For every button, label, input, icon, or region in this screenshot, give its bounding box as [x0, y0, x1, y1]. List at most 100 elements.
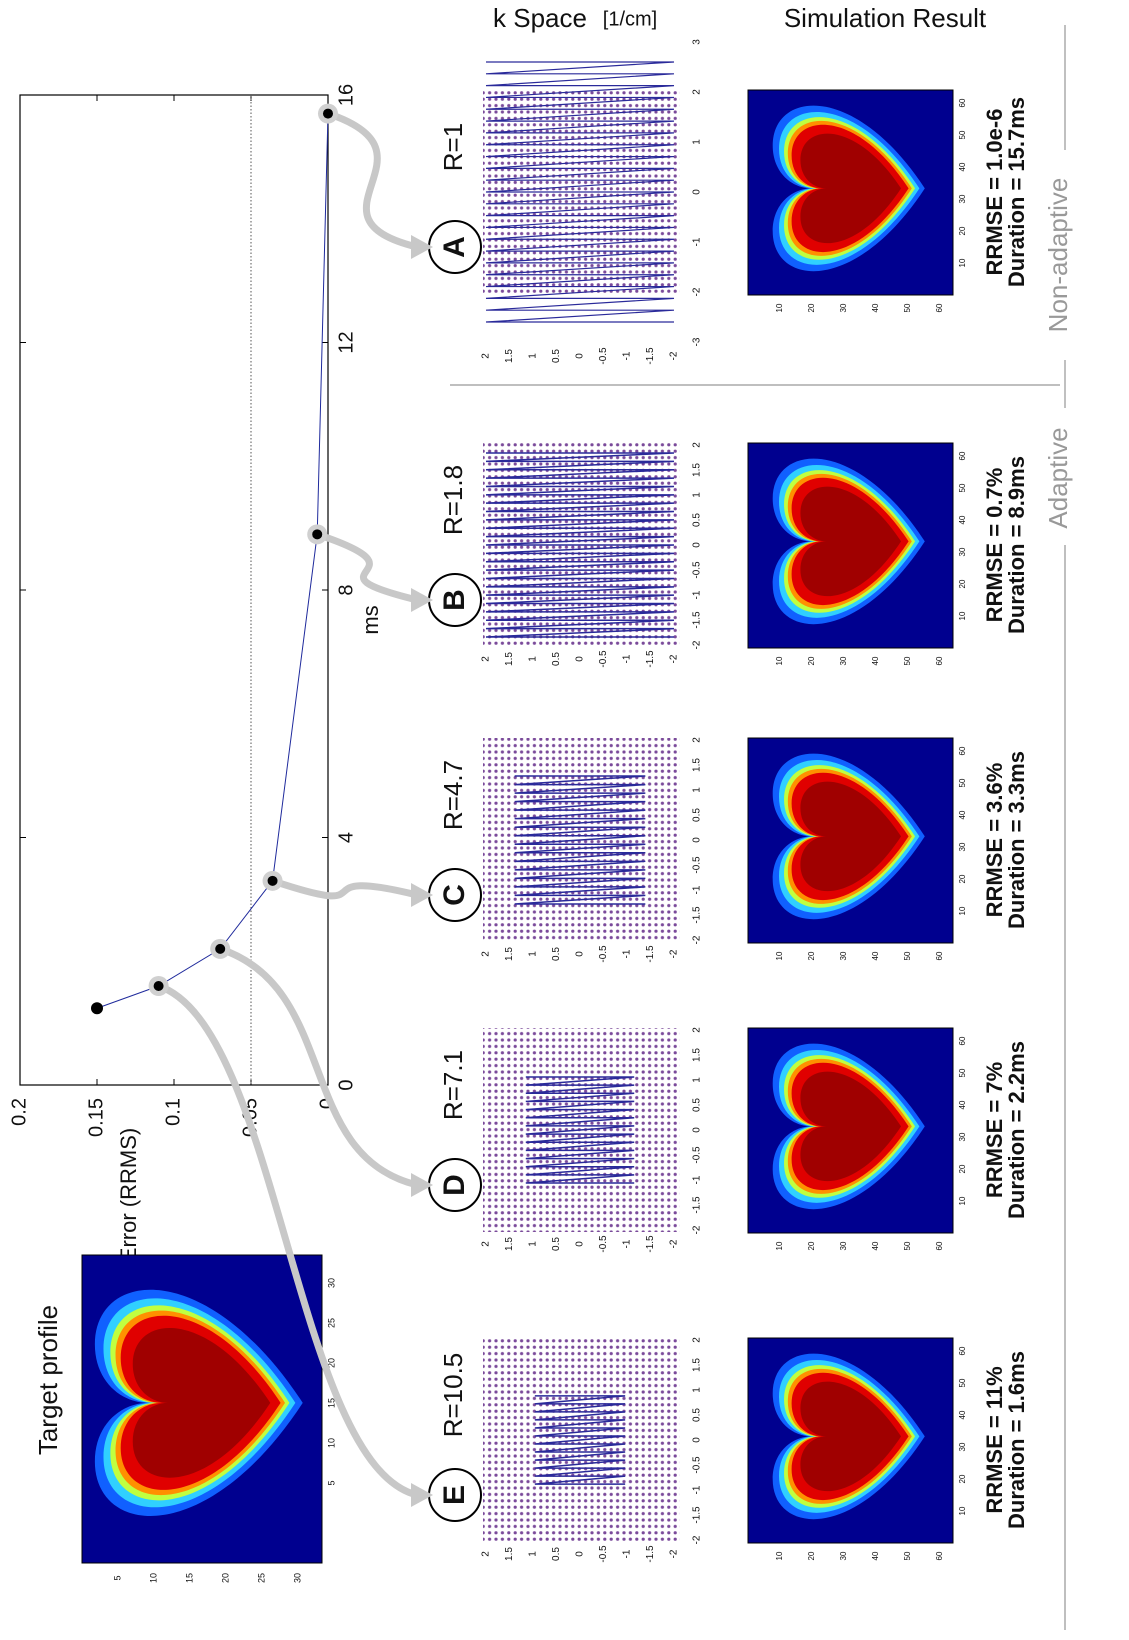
kspace-tick-label: -0.5: [692, 856, 703, 874]
sim-tick-label: 60: [958, 1036, 967, 1045]
kspace-tick-label: 3: [692, 39, 703, 45]
kspace-tick-label: -2: [669, 654, 680, 663]
target-tick-label: 25: [326, 1318, 336, 1328]
kspace-tick-label: 0.5: [692, 808, 703, 822]
sim-tick-label: 50: [958, 1378, 967, 1387]
sim-tick-label: 30: [958, 1132, 967, 1141]
arrow: [328, 114, 417, 247]
sim-tick-label: 50: [903, 951, 912, 960]
kspace-tick-label: 2: [692, 89, 703, 95]
target-tick-label: 30: [326, 1278, 336, 1288]
kspace-tick-label: -2: [669, 1239, 680, 1248]
kspace-tick-label: -1.5: [692, 1196, 703, 1214]
sim-tick-label: 30: [839, 1241, 848, 1250]
panel-duration: Duration = 3.3ms: [1004, 751, 1029, 929]
kspace-tick-label: -2: [692, 287, 703, 296]
group-label: Adaptive: [1043, 427, 1073, 528]
panel-r: R=7.1: [438, 1050, 468, 1120]
sim-tick-label: 10: [958, 1506, 967, 1515]
kspace-tick-label: 0: [575, 353, 586, 359]
kspace-tick-label: 0: [575, 1551, 586, 1557]
kspace-tick-label: -2: [692, 640, 703, 649]
panel-r: R=4.7: [438, 760, 468, 830]
kspace-tick-label: 1.5: [504, 1547, 515, 1561]
panel-r: R=10.5: [438, 1353, 468, 1438]
panel-duration: Duration = 15.7ms: [1004, 97, 1029, 287]
sim-tick-label: 10: [775, 303, 784, 312]
y-tick-label: 0.1: [162, 1098, 184, 1126]
group-label: Non-adaptive: [1043, 178, 1073, 333]
sim-tick-label: 30: [839, 656, 848, 665]
kspace-tick-label: -0.5: [598, 945, 609, 963]
kspace-tick-label: -0.5: [692, 1146, 703, 1164]
kspace-tick-label: 0.5: [551, 947, 562, 961]
kspace-tick-label: -1: [622, 1549, 633, 1558]
kspace-tick-label: -1.5: [645, 347, 656, 365]
kspace-tick-label: -1: [622, 949, 633, 958]
kspace-tick-label: -1: [692, 1485, 703, 1494]
sim-tick-label: 50: [903, 656, 912, 665]
kspace-tick-label: 2: [692, 442, 703, 448]
sim-tick-label: 50: [903, 1241, 912, 1250]
target-tick-label: 25: [256, 1573, 266, 1583]
sim-tick-label: 40: [958, 515, 967, 524]
kspace-tick-label: -2: [692, 1535, 703, 1544]
sim-tick-label: 10: [775, 1241, 784, 1250]
kspace-tick-label: -0.5: [692, 1456, 703, 1474]
kspace-tick-label: 0: [575, 656, 586, 662]
sim-tick-label: 60: [935, 1551, 944, 1560]
point: [215, 944, 225, 954]
kspace-tick-label: 2: [481, 1241, 492, 1247]
kspace-tick-label: -0.5: [598, 1545, 609, 1563]
kspace-tick-label: 2: [481, 1551, 492, 1557]
kspace-tick-label: -1: [622, 654, 633, 663]
kspace-tick-label: -2: [669, 351, 680, 360]
kspace-tick-label: -2: [692, 935, 703, 944]
kspace-tick-label: -0.5: [692, 561, 703, 579]
sim-tick-label: 20: [807, 951, 816, 960]
sim-tick-label: 10: [775, 1551, 784, 1560]
panel-letter: C: [438, 884, 471, 906]
kspace-header: k Space: [493, 3, 587, 33]
sim-tick-label: 60: [935, 951, 944, 960]
kspace-tick-label: -1: [692, 1175, 703, 1184]
line: [97, 114, 328, 1009]
target-tick-label: 30: [292, 1573, 302, 1583]
target-tick-label: 15: [184, 1573, 194, 1583]
sim-tick-label: 20: [807, 1551, 816, 1560]
kspace-tick-label: 1: [528, 656, 539, 662]
kspace-tick-label: -3: [692, 337, 703, 346]
sim-tick-label: 30: [839, 1551, 848, 1560]
kspace-tick-label: -0.5: [598, 347, 609, 365]
sim-tick-label: 40: [871, 303, 880, 312]
sim-tick-label: 20: [958, 1164, 967, 1173]
sim-tick-label: 40: [958, 810, 967, 819]
sim-tick-label: 30: [839, 951, 848, 960]
kspace-tick-label: 1: [692, 787, 703, 793]
kspace-tick-label: -1: [692, 885, 703, 894]
kspace-tick-label: 0.5: [692, 1098, 703, 1112]
kspace-tick-label: 1.5: [504, 349, 515, 363]
sim-tick-label: 20: [807, 1241, 816, 1250]
kspace-tick-label: 0: [575, 1241, 586, 1247]
kspace-tick-label: 2: [692, 737, 703, 743]
kspace-tick-label: -0.5: [598, 1235, 609, 1253]
sim-tick-label: 10: [958, 1196, 967, 1205]
kspace-tick-label: 0: [692, 1127, 703, 1133]
sim-tick-label: 30: [958, 547, 967, 556]
kspace-tick-label: 0: [575, 951, 586, 957]
sim-tick-label: 50: [958, 130, 967, 139]
sim-tick-label: 10: [775, 656, 784, 665]
sim-tick-label: 40: [871, 951, 880, 960]
kspace-tick-label: -1: [622, 1239, 633, 1248]
kspace-tick-label: 0: [692, 542, 703, 548]
arrow: [273, 881, 417, 896]
kspace-tick-label: -1.5: [692, 611, 703, 629]
arrow: [220, 949, 417, 1185]
target-title: Target profile: [33, 1305, 63, 1455]
kspace-tick-label: 1.5: [504, 652, 515, 666]
sim-tick-label: 10: [958, 906, 967, 915]
figure: k Space [1/cm] Simulation Result Target …: [0, 0, 1129, 1640]
kspace-tick-label: -1.5: [645, 945, 656, 963]
y-tick-label: 0.15: [85, 1098, 107, 1137]
